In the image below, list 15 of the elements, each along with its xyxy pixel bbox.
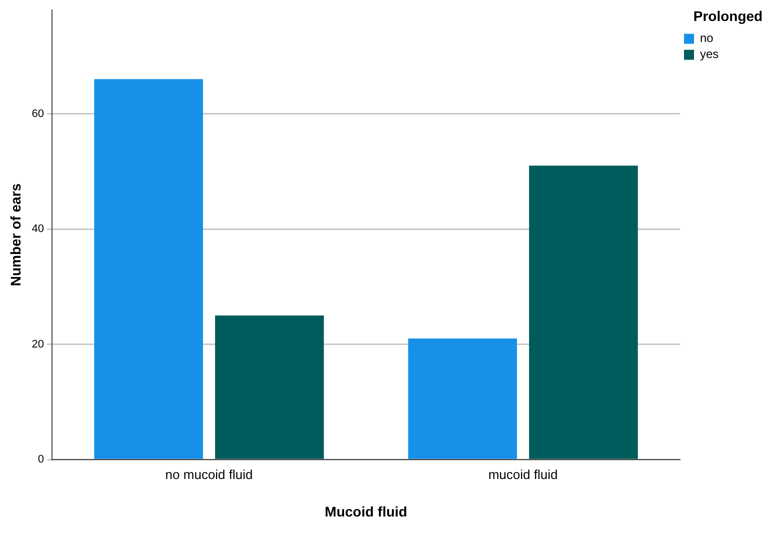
y-tick-label: 20	[32, 338, 44, 350]
x-tick-label: mucoid fluid	[488, 466, 558, 482]
bar	[529, 166, 638, 459]
y-tick-label: 60	[32, 108, 44, 120]
bar	[94, 79, 203, 459]
bar	[408, 338, 517, 459]
x-tick-label: no mucoid fluid	[165, 466, 253, 482]
y-tick-label: 40	[32, 223, 44, 236]
y-axis-title: Number of ears	[7, 183, 24, 286]
legend-label: yes	[700, 47, 719, 62]
legend-title: Prolonged	[693, 8, 763, 24]
legend-label: no	[700, 31, 714, 46]
x-axis-title: Mucoid fluid	[324, 503, 408, 520]
bar	[215, 316, 324, 459]
y-tick-label: 0	[38, 454, 44, 466]
